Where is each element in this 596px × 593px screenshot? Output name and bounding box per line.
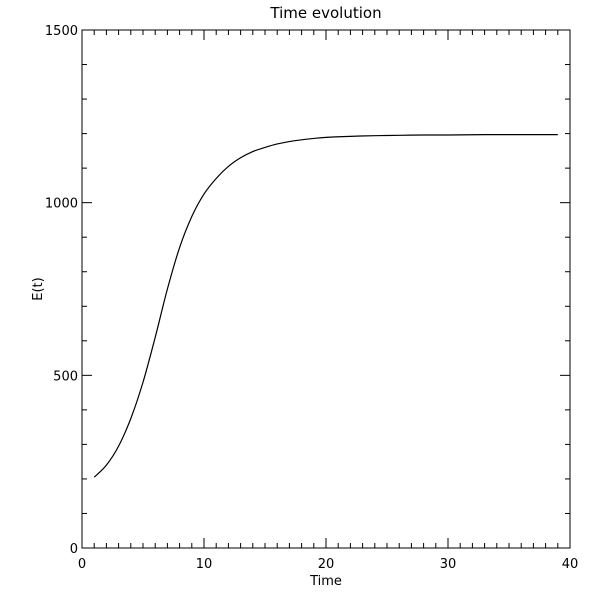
x-tick-label: 0 [78,557,86,572]
y-tick-label: 0 [70,542,78,557]
tick-labels: 0 10 20 30 40 0 500 1000 1500 [45,24,578,572]
y-axis-label: E(t) [31,277,46,300]
chart-title: Time evolution [269,4,381,22]
plot-frame [81,29,571,549]
x-tick-label: 30 [440,557,457,572]
x-tick-label: 20 [318,557,335,572]
y-tick-label: 1500 [45,24,78,39]
y-tick-label: 1000 [45,197,78,212]
x-tick-label: 40 [562,557,579,572]
x-tick-label: 10 [196,557,213,572]
axis-ticks [81,29,571,549]
series-line-0 [93,134,558,478]
x-axis-label: Time [309,574,342,589]
series-group [93,134,558,478]
y-tick-label: 500 [53,369,78,384]
